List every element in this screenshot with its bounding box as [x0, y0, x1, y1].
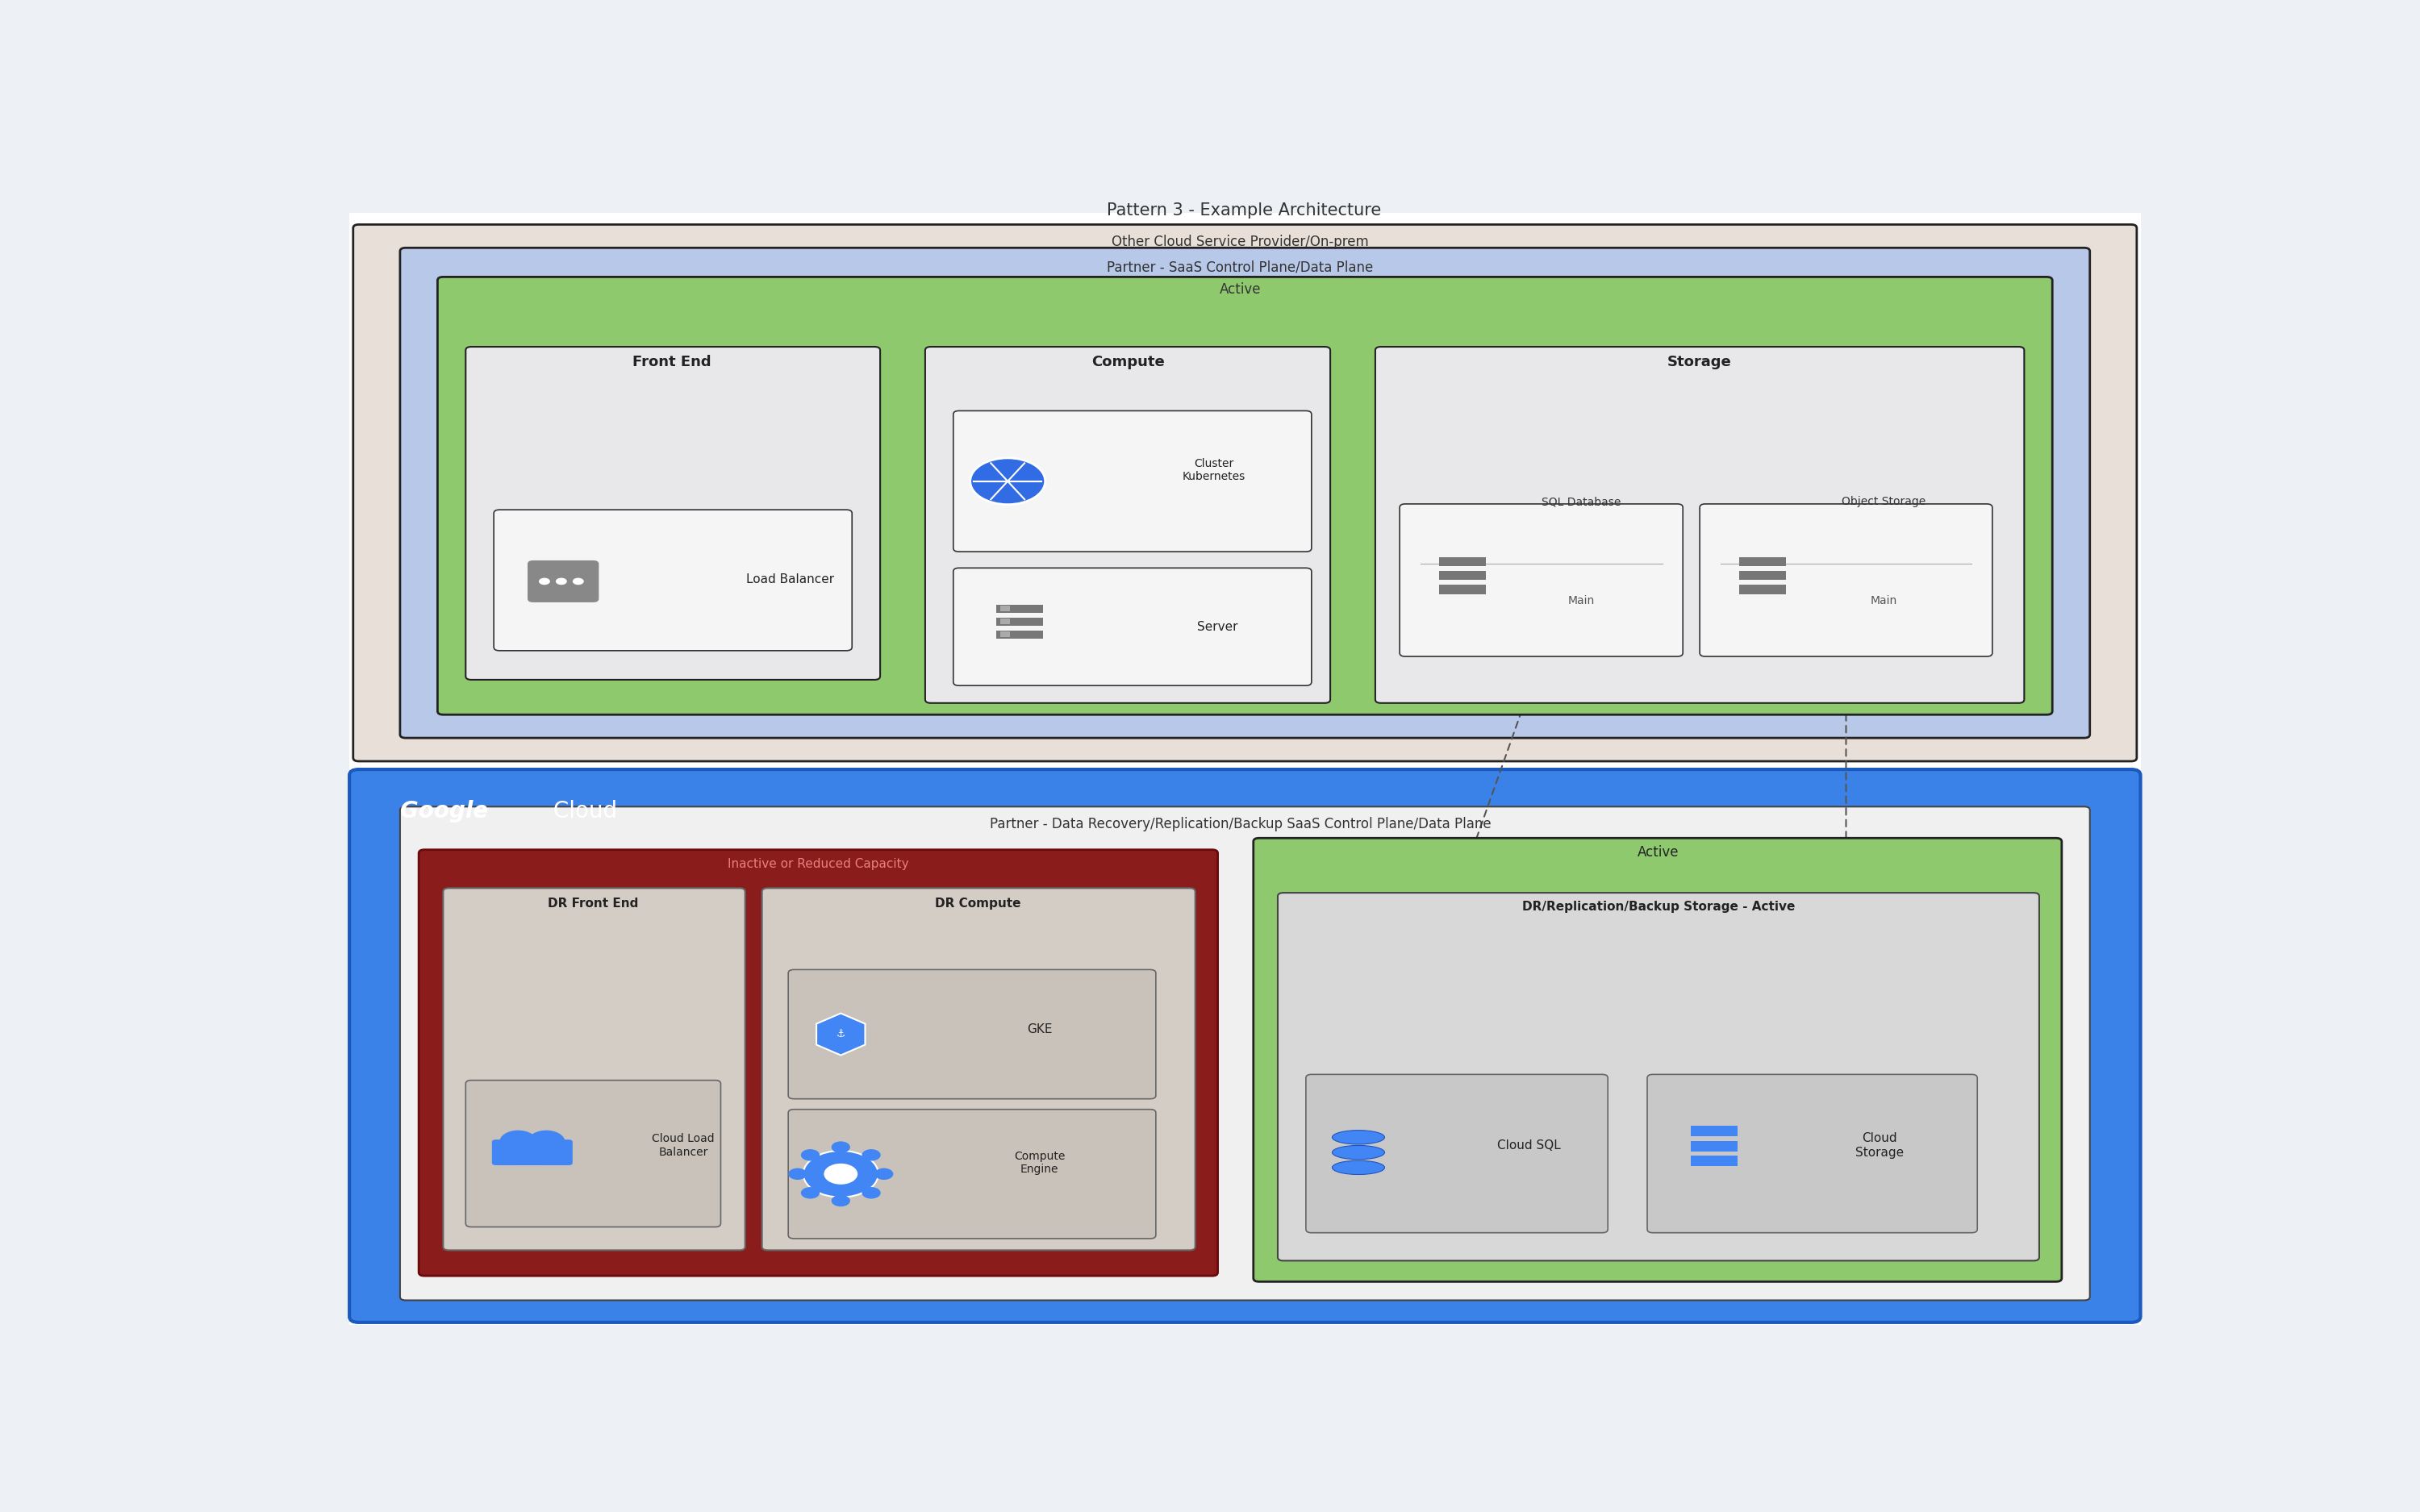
Bar [999, 618, 1009, 624]
FancyBboxPatch shape [443, 888, 745, 1250]
Circle shape [803, 1151, 878, 1198]
Text: Cloud: Cloud [547, 800, 617, 823]
Text: Active: Active [1220, 283, 1261, 296]
Circle shape [862, 1149, 881, 1161]
Circle shape [801, 1187, 820, 1199]
Bar [1689, 1155, 1738, 1166]
FancyBboxPatch shape [528, 561, 598, 602]
FancyBboxPatch shape [353, 224, 2137, 761]
Text: GKE: GKE [1026, 1024, 1053, 1036]
FancyBboxPatch shape [1699, 503, 1992, 656]
Bar [1740, 585, 1786, 594]
FancyBboxPatch shape [491, 1140, 544, 1166]
Text: Cloud SQL: Cloud SQL [1498, 1140, 1561, 1152]
Text: Cluster
Kubernetes: Cluster Kubernetes [1183, 458, 1246, 482]
FancyBboxPatch shape [348, 770, 2139, 1323]
Circle shape [557, 578, 566, 585]
FancyBboxPatch shape [465, 346, 881, 680]
Bar [999, 632, 1009, 637]
FancyBboxPatch shape [399, 248, 2091, 738]
Bar [999, 606, 1009, 612]
Circle shape [540, 578, 549, 585]
Bar [997, 617, 1043, 626]
Text: Main: Main [1568, 594, 1595, 606]
Bar [1689, 1125, 1738, 1136]
Circle shape [874, 1169, 893, 1179]
Ellipse shape [1331, 1161, 1384, 1175]
Bar [1689, 1140, 1738, 1151]
Bar [997, 605, 1043, 612]
Text: Compute
Engine: Compute Engine [1014, 1151, 1065, 1175]
Polygon shape [816, 1013, 864, 1055]
Text: SQL Database: SQL Database [1542, 496, 1621, 507]
FancyBboxPatch shape [494, 510, 852, 650]
Text: Inactive or Reduced Capacity: Inactive or Reduced Capacity [728, 857, 910, 869]
FancyBboxPatch shape [1307, 1075, 1607, 1232]
Ellipse shape [1331, 1131, 1384, 1145]
FancyBboxPatch shape [1399, 503, 1682, 656]
FancyBboxPatch shape [789, 969, 1157, 1099]
Circle shape [862, 1187, 881, 1199]
Bar [1440, 585, 1486, 594]
Text: DR Compute: DR Compute [934, 897, 1021, 909]
FancyBboxPatch shape [419, 850, 1217, 1276]
Circle shape [574, 578, 583, 585]
FancyBboxPatch shape [399, 806, 2091, 1300]
Circle shape [832, 1194, 849, 1207]
Ellipse shape [1331, 1146, 1384, 1160]
Text: Partner - Data Recovery/Replication/Backup SaaS Control Plane/Data Plane: Partner - Data Recovery/Replication/Back… [990, 816, 1491, 832]
Circle shape [789, 1169, 806, 1179]
Bar [997, 631, 1043, 638]
Text: Server: Server [1198, 621, 1239, 634]
Circle shape [832, 1142, 849, 1154]
Text: DR/Replication/Backup Storage - Active: DR/Replication/Backup Storage - Active [1522, 901, 1796, 913]
Text: ⚓: ⚓ [837, 1030, 845, 1039]
Text: DR Front End: DR Front End [547, 897, 639, 909]
Circle shape [499, 1131, 537, 1154]
FancyBboxPatch shape [762, 888, 1195, 1250]
Text: Google: Google [399, 800, 489, 823]
FancyBboxPatch shape [465, 1080, 721, 1226]
Text: Pattern 3 - Example Architecture: Pattern 3 - Example Architecture [1106, 203, 1382, 219]
FancyBboxPatch shape [438, 277, 2052, 715]
FancyBboxPatch shape [924, 346, 1331, 703]
Text: Front End: Front End [632, 355, 711, 369]
Text: Storage: Storage [1667, 355, 1733, 369]
Text: Load Balancer: Load Balancer [745, 573, 835, 585]
Text: Other Cloud Service Provider/On-prem: Other Cloud Service Provider/On-prem [1111, 234, 1370, 249]
Circle shape [970, 458, 1045, 505]
Text: Object Storage: Object Storage [1842, 496, 1926, 507]
Bar [1740, 556, 1786, 565]
Text: Main: Main [1871, 594, 1897, 606]
Text: Active: Active [1638, 845, 1679, 859]
FancyBboxPatch shape [1375, 346, 2023, 703]
Circle shape [528, 1131, 564, 1154]
Bar [1440, 556, 1486, 565]
FancyBboxPatch shape [1648, 1075, 1977, 1232]
FancyBboxPatch shape [1254, 838, 2062, 1282]
FancyBboxPatch shape [520, 1140, 574, 1166]
FancyBboxPatch shape [1278, 892, 2040, 1261]
FancyBboxPatch shape [953, 411, 1312, 552]
Bar [1440, 572, 1486, 581]
Circle shape [801, 1149, 820, 1161]
Text: Compute: Compute [1091, 355, 1164, 369]
Text: Partner - SaaS Control Plane/Data Plane: Partner - SaaS Control Plane/Data Plane [1106, 260, 1375, 275]
Text: Cloud
Storage: Cloud Storage [1856, 1132, 1905, 1158]
Text: Cloud Load
Balancer: Cloud Load Balancer [651, 1134, 714, 1158]
Bar [1740, 572, 1786, 581]
Circle shape [823, 1163, 857, 1184]
FancyBboxPatch shape [953, 569, 1312, 685]
FancyBboxPatch shape [789, 1110, 1157, 1238]
